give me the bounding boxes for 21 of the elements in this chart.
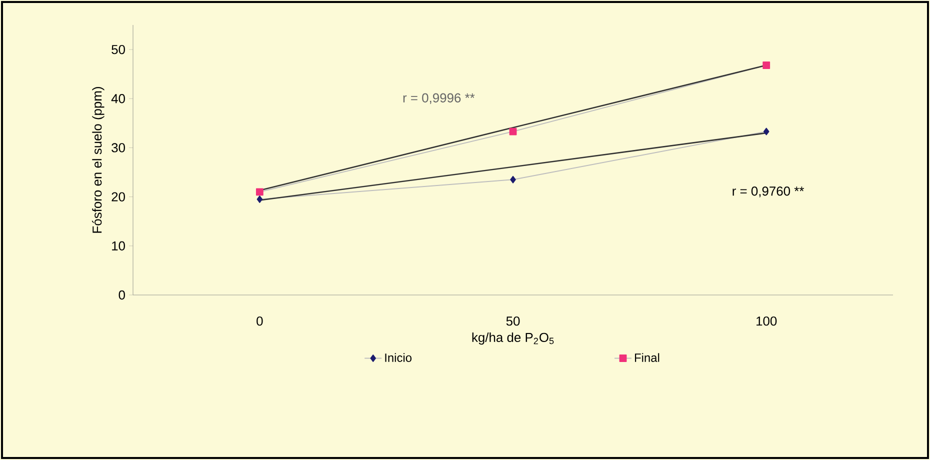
y-axis-title: Fósforo en el suelo (ppm) (92, 87, 104, 233)
y-tick-label: 50 (112, 44, 125, 54)
point (256, 196, 263, 203)
point (509, 128, 517, 136)
legend-label: Inicio (385, 353, 412, 362)
y-tick-label: 20 (112, 192, 125, 202)
annotation: r = 0,9760 ** (732, 186, 804, 198)
point (256, 188, 264, 196)
x-axis-title: kg/ha de P$_{2}$O$_{5}$ (472, 332, 554, 345)
x-tick-label: 0 (256, 316, 263, 326)
x-tick-label: 50 (506, 316, 520, 326)
legend-label: Final (634, 353, 660, 362)
point (763, 128, 770, 136)
y-tick-label: 0 (118, 290, 125, 300)
annotation: r = 0,9996 ** (403, 93, 475, 104)
x-tick-label: 100 (756, 316, 777, 326)
y-tick-label: 40 (111, 94, 125, 104)
y-tick-label: 30 (112, 143, 125, 152)
point (510, 176, 516, 184)
point (762, 62, 770, 69)
y-tick-label: 10 (112, 241, 125, 250)
